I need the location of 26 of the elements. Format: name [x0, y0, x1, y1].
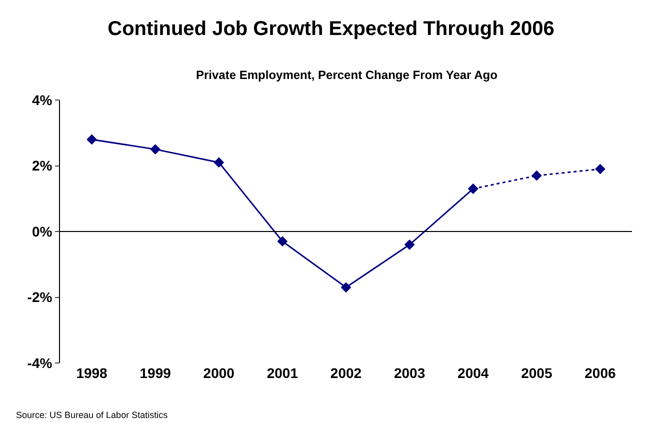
point	[531, 170, 542, 181]
x-tick-label: 2005	[521, 365, 552, 381]
source-note: Source: US Bureau of Labor Statistics	[16, 410, 168, 420]
chart-title: Continued Job Growth Expected Through 2006	[108, 18, 554, 40]
y-tick-label: 2%	[32, 158, 53, 174]
y-tick-label: 0%	[32, 223, 53, 240]
y-tick-label: -4%	[27, 354, 53, 371]
point	[214, 157, 224, 168]
chart-subtitle: Private Employment, Percent Change From Year Ago	[196, 68, 498, 82]
x-tick-label: 1999	[140, 365, 172, 381]
x-tick-label: 2001	[266, 365, 298, 381]
x-tick-label: 2002	[330, 365, 362, 381]
point	[340, 282, 352, 293]
y-tick-label: 4%	[32, 92, 53, 108]
point	[468, 184, 478, 194]
x-tick-label: 2006	[584, 365, 616, 381]
point	[595, 164, 606, 174]
x-tick-label: 2004	[458, 365, 489, 381]
point	[404, 239, 415, 250]
point	[150, 144, 161, 155]
point	[86, 134, 97, 145]
x-tick-label: 1998	[76, 365, 108, 381]
x-tick-label: 2000	[203, 365, 235, 381]
point	[277, 236, 288, 247]
y-tick-label: -2%	[27, 289, 53, 306]
x-tick-label: 2003	[394, 365, 426, 381]
